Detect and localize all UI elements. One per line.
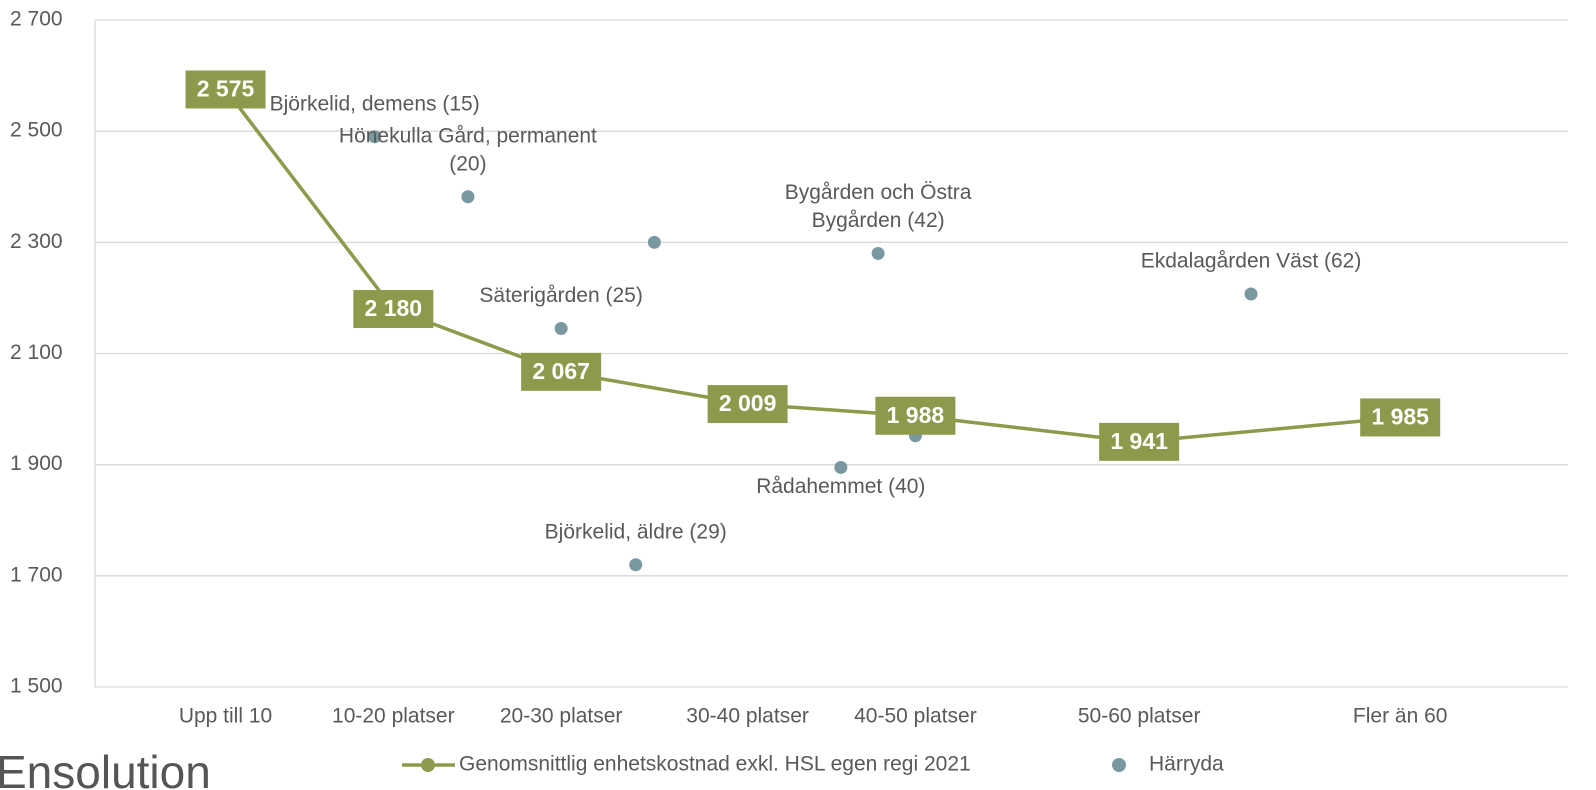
- y-tick-label: 1 500: [10, 675, 63, 698]
- value-label: 1 985: [1371, 403, 1429, 429]
- point-label: Björkelid, demens (15): [270, 92, 480, 115]
- x-tick-label: 20-30 platser: [500, 705, 623, 728]
- value-label-box: [521, 352, 602, 391]
- scatter-point: [461, 190, 475, 204]
- scatter-point: [834, 460, 848, 474]
- x-tick-label: 50-60 platser: [1078, 705, 1201, 728]
- y-tick-label: 2 500: [10, 119, 63, 142]
- y-tick-label: 2 700: [10, 8, 63, 31]
- x-tick-label: Fler än 60: [1353, 705, 1448, 728]
- point-label: (20): [449, 152, 486, 175]
- value-label-box: [353, 290, 434, 329]
- point-label: Bygården och Östra: [785, 181, 972, 204]
- scatter-point: [647, 235, 661, 249]
- scatter-point: [554, 321, 568, 335]
- logo: Ensolution: [0, 746, 211, 790]
- y-tick-label: 1 700: [10, 563, 63, 586]
- scatter-point: [629, 558, 643, 572]
- scatter-point: [871, 246, 885, 260]
- point-label: Hönekulla Gård, permanent: [339, 124, 597, 147]
- value-label: 2 575: [197, 76, 255, 102]
- x-tick-label: 10-20 platser: [332, 705, 455, 728]
- scatter-point: [368, 130, 382, 144]
- legend-marker: [1112, 758, 1126, 772]
- point-label: Ekdalagården Väst (62): [1141, 250, 1362, 273]
- point-label: Bygården (42): [812, 209, 945, 232]
- value-label: 2 180: [365, 295, 423, 321]
- point-label: Säterigården (25): [479, 284, 642, 307]
- value-label-box: [707, 385, 788, 424]
- y-tick-label: 1 900: [10, 452, 63, 475]
- value-label: 2 067: [532, 358, 590, 384]
- value-label-box: [875, 396, 956, 435]
- y-tick-label: 2 300: [10, 230, 63, 253]
- value-label-box: [185, 70, 266, 109]
- point-label: Björkelid, äldre (29): [545, 520, 727, 543]
- value-label-box: [1360, 398, 1441, 437]
- legend-label: Härryda: [1149, 753, 1224, 776]
- value-label: 1 988: [887, 402, 945, 428]
- legend-label: Genomsnittlig enhetskostnad exkl. HSL eg…: [459, 753, 971, 776]
- x-tick-label: 30-40 platser: [686, 705, 809, 728]
- value-label-box: [1099, 422, 1180, 461]
- x-tick-label: 40-50 platser: [854, 705, 977, 728]
- y-tick-label: 2 100: [10, 341, 63, 364]
- point-label: Rådahemmet (40): [756, 475, 925, 498]
- legend-marker: [421, 758, 435, 772]
- x-tick-label: Upp till 10: [179, 705, 272, 728]
- value-label: 1 941: [1110, 428, 1168, 454]
- scatter-point: [1244, 287, 1258, 301]
- value-label: 2 009: [719, 390, 777, 416]
